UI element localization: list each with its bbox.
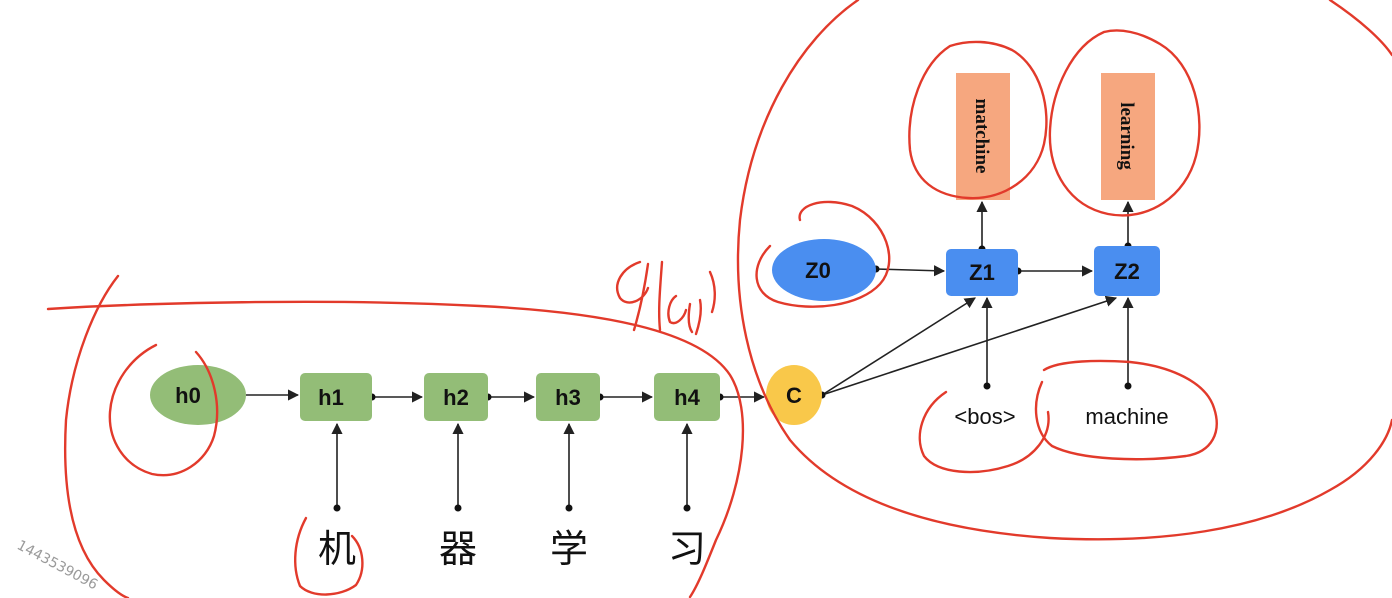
encoder-input-2: 器 [439,527,477,571]
decoder-edges [818,200,1134,399]
encoder-input-1: 机 [318,527,356,571]
encoder-node-h4: h4 [654,373,720,421]
decoder-output-1: matchine [956,73,1010,200]
svg-text:Z1: Z1 [969,260,995,285]
encoder-node-h2: h2 [424,373,488,421]
svg-text:Z0: Z0 [805,258,831,283]
decoder-input-bos: <bos> [954,404,1015,429]
watermark: 1443539096 [14,537,100,593]
svg-text:h3: h3 [555,385,581,410]
decoder-node-z2: Z2 [1094,246,1160,296]
decoder-initial-state: Z0 [772,239,876,301]
svg-text:C: C [786,383,802,408]
decoder-node-z1: Z1 [946,249,1018,296]
svg-text:h1: h1 [318,385,344,410]
encoder-initial-state: h0 [150,365,246,425]
svg-text:learning: learning [1116,102,1137,170]
encoder-input-3: 学 [550,527,588,571]
svg-text:h4: h4 [674,385,700,410]
decoder-output-2: learning [1101,73,1155,200]
annotation-ink [46,0,1392,598]
encoder-node-h3: h3 [536,373,600,421]
encoder-input-4: 习 [668,527,706,571]
encoder-node-h1: h1 [300,373,372,421]
svg-text:h0: h0 [175,383,201,408]
decoder-input-machine: machine [1085,404,1168,429]
svg-text:Z2: Z2 [1114,259,1140,284]
svg-text:h2: h2 [443,385,469,410]
svg-text:matchine: matchine [971,99,992,174]
context-vector: C [766,365,822,425]
